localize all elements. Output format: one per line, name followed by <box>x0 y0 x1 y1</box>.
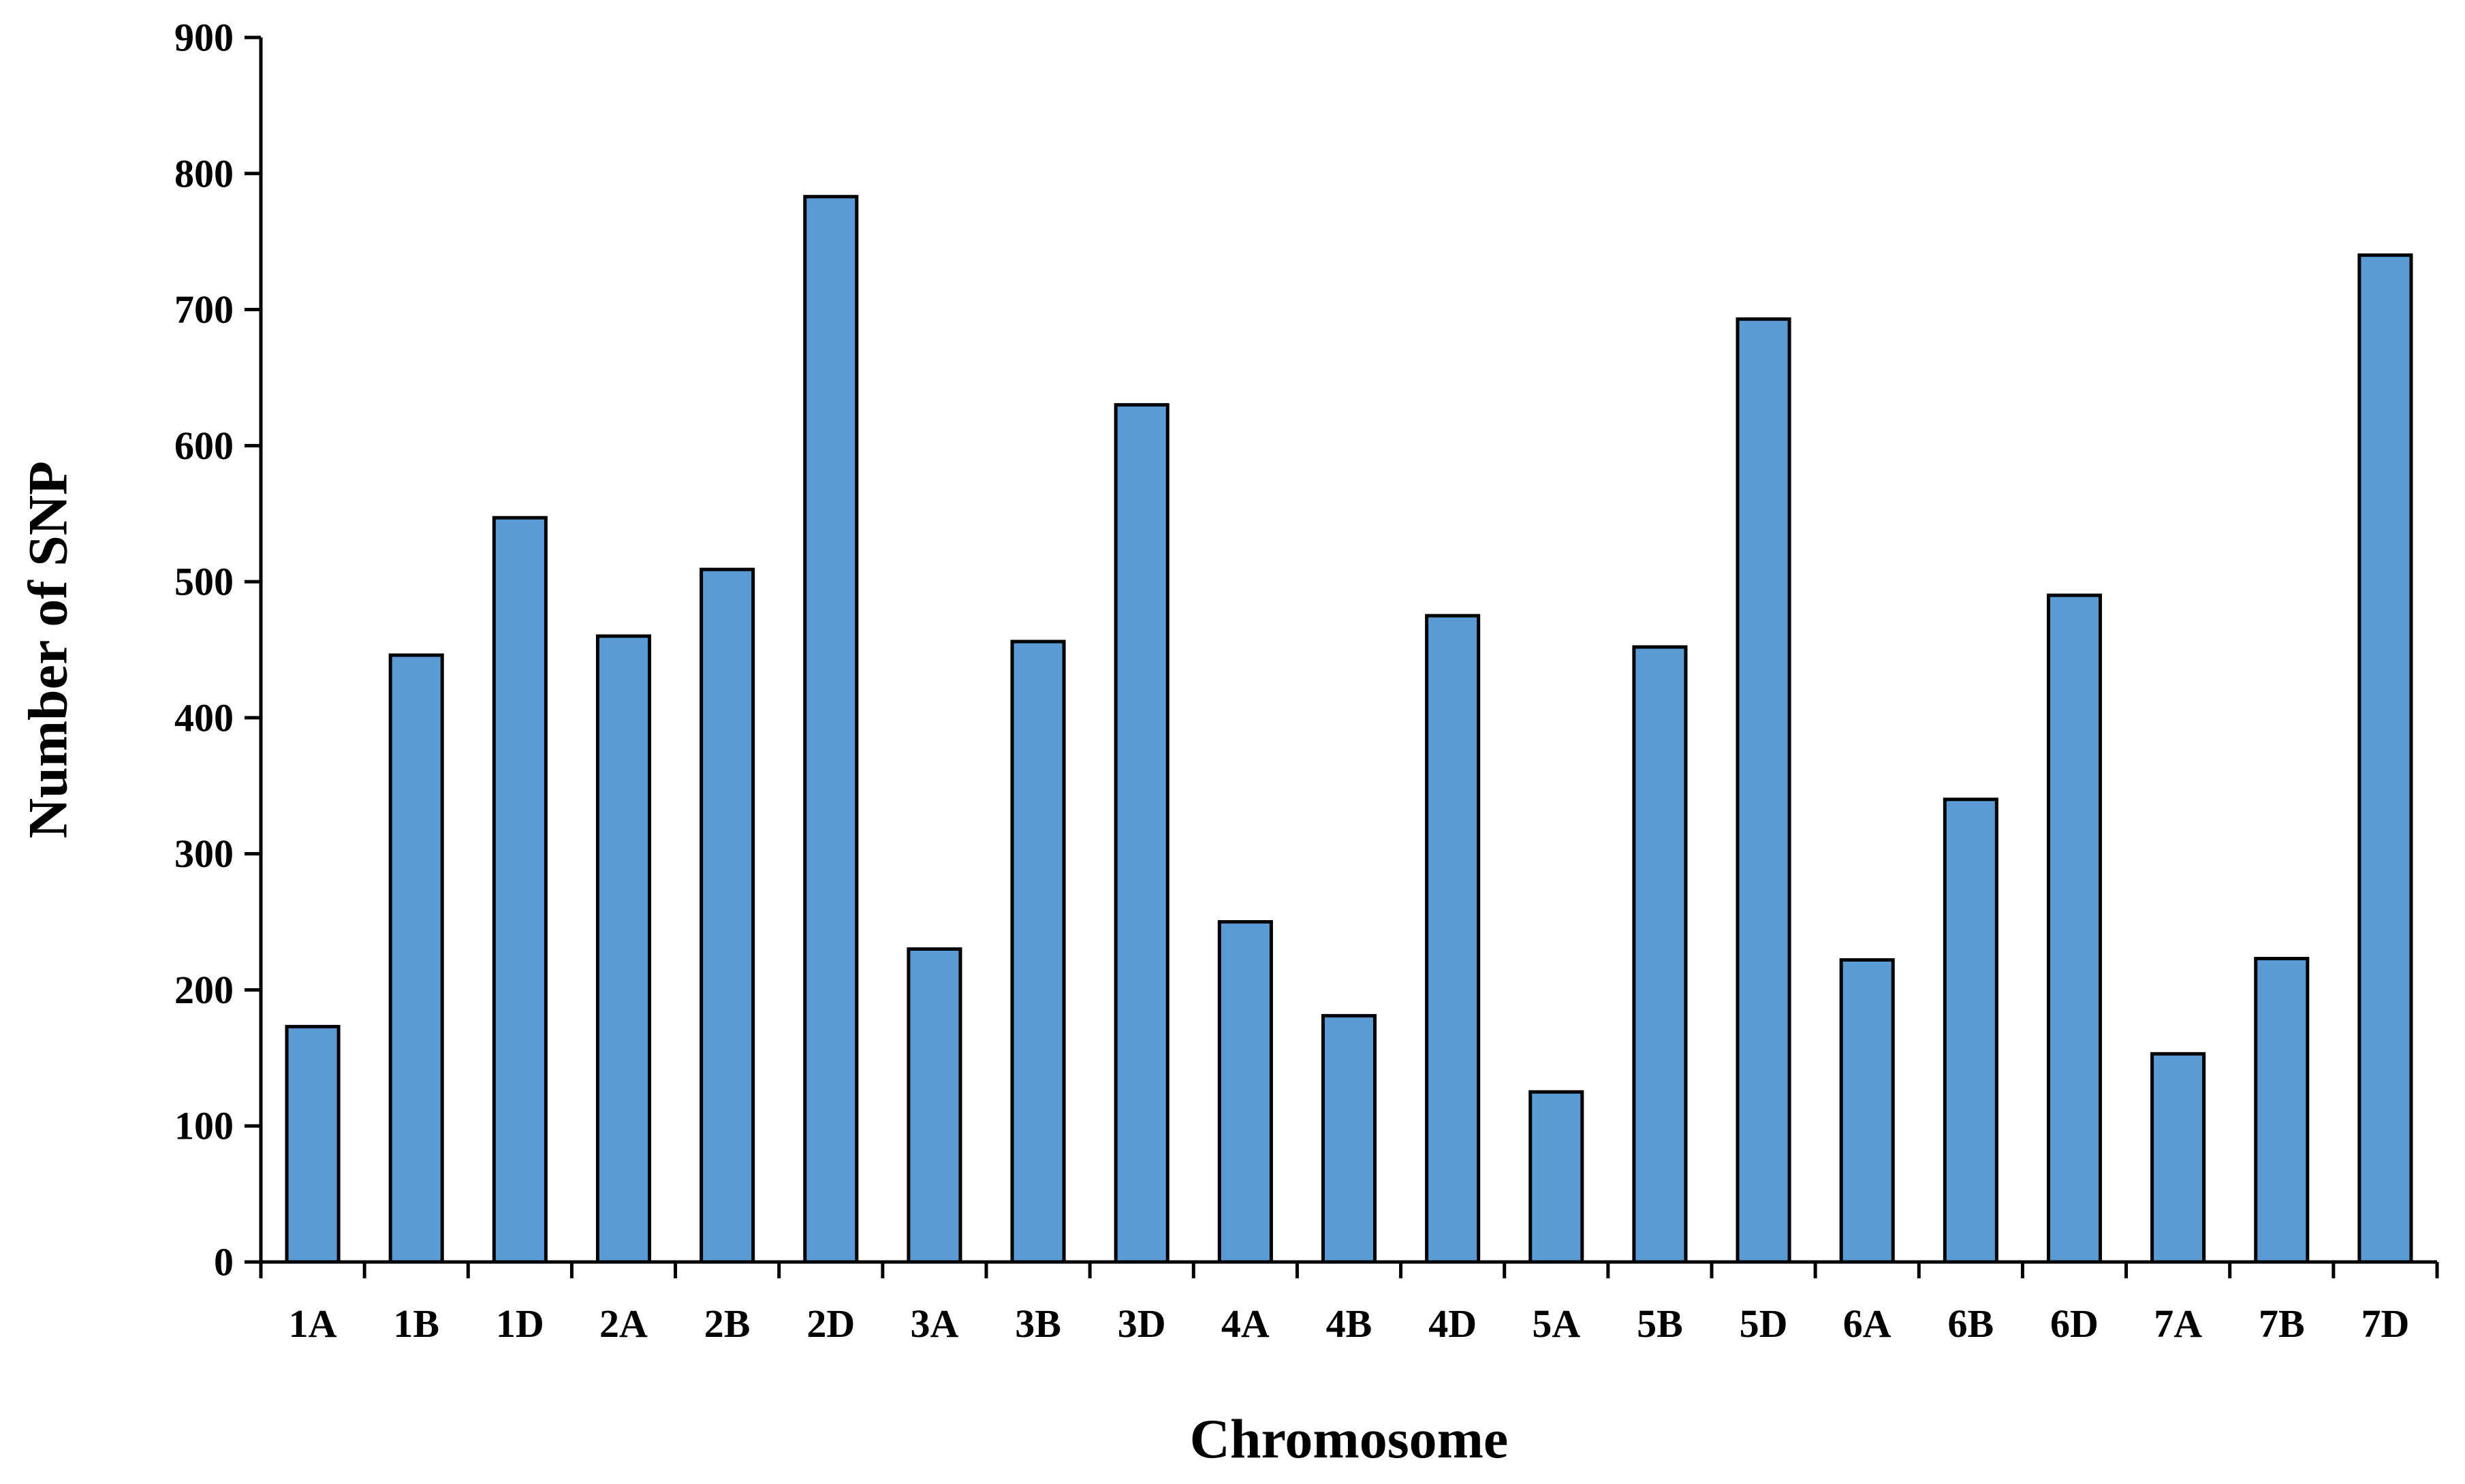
y-tick-label: 600 <box>174 424 234 468</box>
x-tick-label: 2B <box>704 1301 751 1346</box>
x-tick-label: 5B <box>1637 1301 1683 1346</box>
y-tick-label: 800 <box>174 151 234 195</box>
x-tick-label: 4D <box>1428 1301 1477 1346</box>
y-tick-label: 0 <box>214 1240 234 1284</box>
x-tick-label: 4B <box>1326 1301 1372 1346</box>
y-tick-label: 300 <box>174 832 234 876</box>
x-tick-label: 6B <box>1948 1301 1994 1346</box>
bar-5A <box>1528 1090 1584 1264</box>
bar-3A <box>907 947 962 1264</box>
y-tick-label: 700 <box>174 287 234 332</box>
y-tick-label: 100 <box>174 1104 234 1148</box>
bar-4D <box>1425 614 1481 1264</box>
bar-1D <box>492 516 548 1264</box>
x-tick-label: 1D <box>496 1301 544 1346</box>
x-tick-label: 3A <box>910 1301 958 1346</box>
bar-7B <box>2254 956 2310 1264</box>
y-tick-label: 200 <box>174 968 234 1012</box>
x-axis-ticks: 1A 1B 1D 2A 2B 2D 3A 3B 3D 4A 4B 4D 5A 5B 5D 6A 6B 6D 7A 7B… <box>259 1262 2439 1346</box>
bar-7A <box>2150 1052 2206 1264</box>
x-tick-label: 5D <box>1740 1301 1788 1346</box>
x-axis-title: Chromosome <box>1190 1408 1509 1470</box>
bar-3D <box>1114 402 1169 1264</box>
x-tick-label: 3B <box>1015 1301 1061 1346</box>
x-tick-label: 2A <box>599 1301 648 1346</box>
bar-6D <box>2046 593 2103 1264</box>
bar-4B <box>1321 1013 1377 1264</box>
bar-1B <box>388 653 444 1264</box>
bar-6A <box>1839 958 1895 1264</box>
bar-7D <box>2357 253 2413 1264</box>
x-tick-label: 7B <box>2259 1301 2305 1346</box>
y-tick-label: 500 <box>174 560 234 604</box>
x-tick-label: 6D <box>2050 1301 2099 1346</box>
bar-6B <box>1943 798 1998 1264</box>
x-tick-label: 6A <box>1843 1301 1891 1346</box>
x-tick-label: 1A <box>289 1301 337 1346</box>
y-axis-title: Number of SNP <box>17 461 79 838</box>
bar-3B <box>1010 640 1066 1264</box>
x-tick-label: 1B <box>393 1301 439 1346</box>
y-tick-label: 400 <box>174 695 234 740</box>
x-tick-label: 7A <box>2154 1301 2202 1346</box>
bar-2A <box>595 634 652 1264</box>
x-tick-label: 7D <box>2361 1301 2409 1346</box>
bar-4A <box>1217 920 1273 1264</box>
x-tick-label: 4A <box>1221 1301 1270 1346</box>
bar-5B <box>1632 645 1688 1264</box>
bar-2B <box>700 567 755 1264</box>
bar-5D <box>1736 317 1791 1264</box>
bar-1A <box>285 1024 341 1264</box>
bars-group <box>285 195 2413 1264</box>
x-tick-label: 5A <box>1532 1301 1580 1346</box>
x-tick-label: 2D <box>806 1301 855 1346</box>
bar-2D <box>803 195 859 1264</box>
y-axis-ticks: 0 100 200 300 400 500 600 700 800 900 <box>174 16 261 1284</box>
x-tick-label: 3D <box>1118 1301 1166 1346</box>
y-tick-label: 900 <box>174 16 234 60</box>
